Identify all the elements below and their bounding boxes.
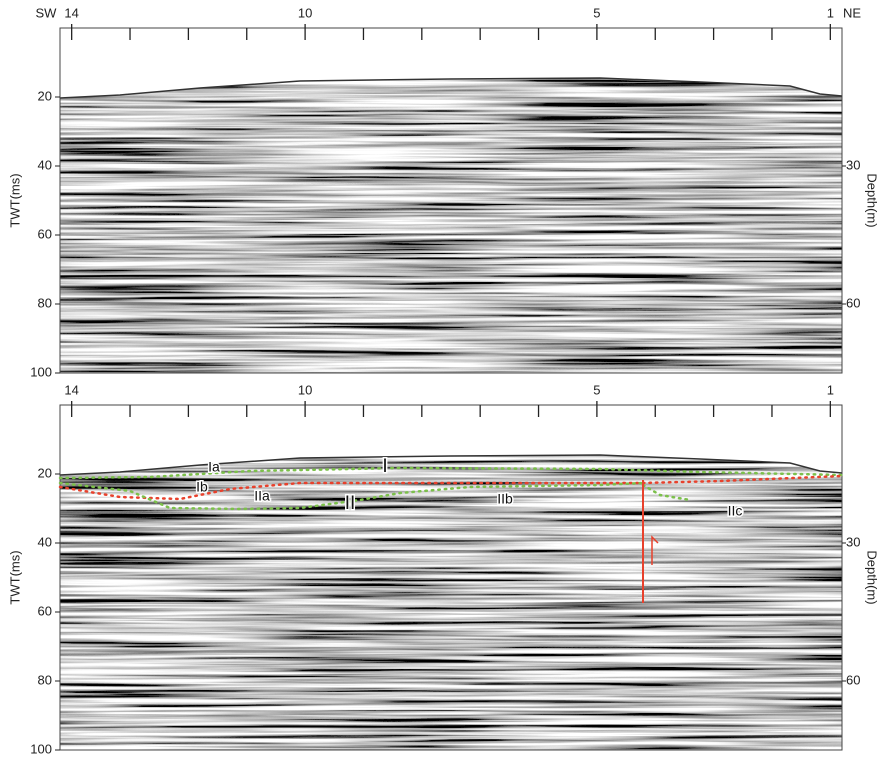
unit-label: IIa (254, 488, 270, 504)
horizon (58, 481, 645, 511)
unit-label: Ib (196, 479, 208, 495)
x-tick-label: 5 (593, 382, 600, 397)
water-column (60, 405, 842, 475)
fault-arrow (651, 535, 659, 565)
unit-label: I (382, 456, 387, 477)
x-tick-label: 10 (298, 382, 312, 397)
horizon (641, 483, 692, 502)
x-tick-label: 1 (827, 5, 834, 20)
y2-tick-label: 60 (846, 295, 860, 310)
y-tick-label: 80 (38, 295, 52, 310)
y2-axis-title: Depth(m) (865, 173, 880, 227)
horizon (58, 466, 844, 480)
y-tick-label: 80 (38, 672, 52, 687)
unit-label: II (345, 493, 356, 514)
y-tick-label: 60 (38, 603, 52, 618)
plot-frame (59, 27, 843, 374)
unit-label: IIc (728, 503, 743, 519)
plot-frame (59, 404, 843, 751)
y2-tick-label: 60 (846, 672, 860, 687)
direction-label: NE (843, 5, 861, 20)
y2-axis-title: Depth(m) (865, 550, 880, 604)
y-tick-label: 60 (38, 226, 52, 241)
y-axis-title: TWT(ms) (7, 550, 22, 604)
x-tick-label: 14 (64, 382, 78, 397)
unit-label: IIb (497, 491, 513, 507)
y-tick-label: 20 (38, 465, 52, 480)
x-tick-label: 5 (593, 5, 600, 20)
y-tick-label: 40 (38, 534, 52, 549)
y-tick-label: 40 (38, 157, 52, 172)
seafloor (59, 454, 843, 476)
y-tick-label: 100 (30, 741, 52, 756)
y2-tick-label: 30 (846, 157, 860, 172)
x-tick-label: 14 (64, 5, 78, 20)
y-tick-label: 20 (38, 88, 52, 103)
direction-label: SW (36, 5, 58, 20)
y-axis-title: TWT(ms) (7, 173, 22, 227)
x-tick-label: 1 (827, 382, 834, 397)
unit-label: Ia (208, 459, 220, 475)
x-tick-label: 10 (298, 5, 312, 20)
y-tick-label: 100 (30, 364, 52, 379)
horizon (58, 474, 844, 501)
seafloor (59, 77, 843, 99)
y2-tick-label: 30 (846, 534, 860, 549)
water-column (60, 28, 842, 98)
